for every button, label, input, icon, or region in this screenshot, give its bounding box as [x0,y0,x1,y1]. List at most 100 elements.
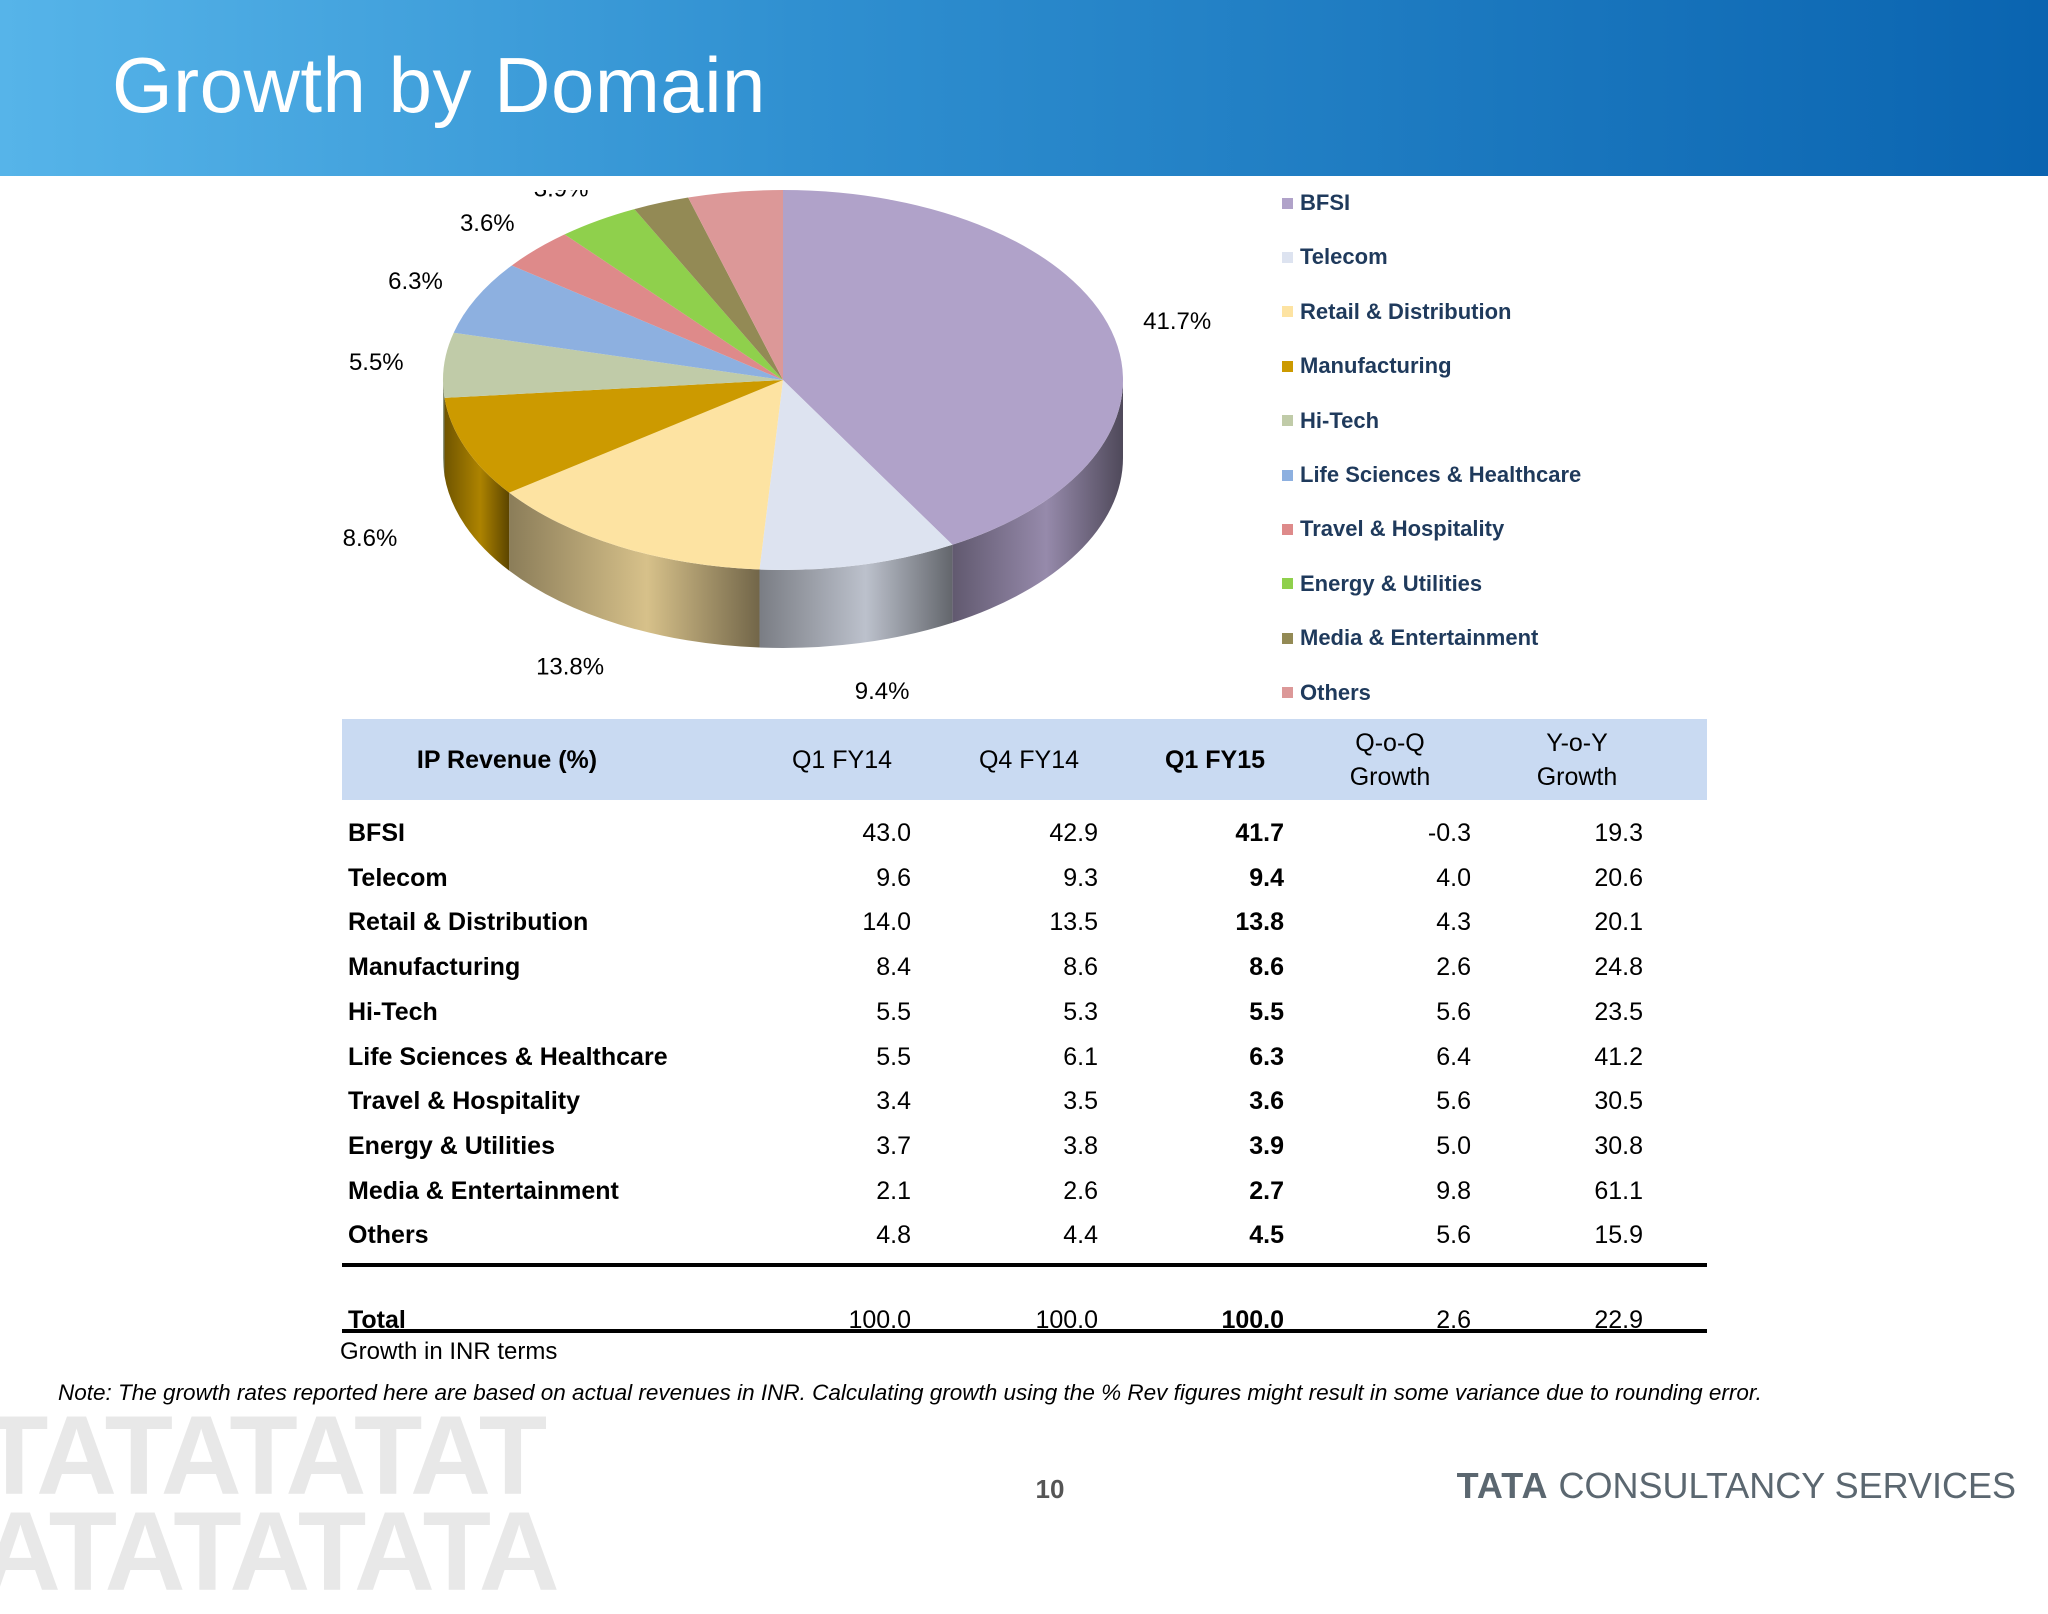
legend-swatch [1282,469,1293,481]
row-qoq: 2.6 [1436,953,1471,982]
legend-label: Manufacturing [1300,353,1452,379]
brand-name: CONSULTANCY SERVICES [1558,1465,2016,1506]
pie-slice-side [759,544,953,648]
growth-note: Growth in INR terms [340,1338,558,1365]
row-name: Manufacturing [348,953,521,982]
col-header-q1fy14: Q1 FY14 [791,745,893,774]
row-q1fy14: 4.8 [876,1221,911,1250]
legend-swatch [1282,306,1293,318]
pie-slice-side [952,380,1123,623]
legend-item: Manufacturing [1282,351,1452,381]
legend-label: Media & Entertainment [1300,625,1539,651]
col-header-q4fy14: Q4 FY14 [978,745,1080,774]
pie-data-label: 8.6% [343,525,398,552]
total-rule-top [342,1263,1707,1267]
legend-label: Others [1300,679,1371,705]
legend-item: Hi-Tech [1282,406,1379,436]
pie-chart: 41.7%9.4%13.8%8.6%5.5%6.3%3.6%3.9%2.7%4.… [340,190,1240,710]
table-row: Media & Entertainment 2.1 2.6 2.7 9.8 61.1 [342,1169,1707,1213]
row-qoq: 5.6 [1436,997,1471,1026]
row-q1fy14: 9.6 [876,863,911,892]
pie-data-label: 13.8% [536,654,604,681]
tata-watermark: TATATATAT ATATATATA [0,1400,560,1614]
row-q1fy15: 6.3 [1249,1042,1284,1071]
pie-slice [509,380,783,570]
row-name: Others [348,1221,429,1250]
brand-tata: TATA [1456,1465,1549,1506]
table-row: Hi-Tech 5.5 5.3 5.5 5.6 23.5 [342,990,1707,1034]
row-yoy: 20.6 [1594,863,1643,892]
table-row-total: Total 100.0 100.0 100.0 2.6 22.9 [342,1298,1707,1342]
col-header-yoy-line2: Growth [1536,762,1618,791]
row-name: Travel & Hospitality [348,1087,581,1116]
pie-data-label: 9.4% [855,678,910,705]
row-name: Retail & Distribution [348,908,589,937]
col-header-qoq-line2: Growth [1349,762,1431,791]
row-qoq: 5.0 [1436,1131,1471,1160]
pie-slice [634,197,783,380]
pie-slice [688,190,783,380]
row-q1fy14: 8.4 [876,953,911,982]
row-name: Energy & Utilities [348,1131,555,1160]
slide-title: Growth by Domain [112,41,766,129]
slide-header: Growth by Domain [0,0,2048,176]
table-header: IP Revenue (%) Q1 FY14 Q4 FY14 Q1 FY15 Q… [342,719,1707,800]
table-row: BFSI 43.0 42.9 41.7 -0.3 19.3 [342,811,1707,855]
legend-item: Energy & Utilities [1282,569,1482,599]
row-yoy: 30.8 [1594,1131,1643,1160]
row-q4fy14: 5.3 [1063,997,1098,1026]
row-q4fy14: 3.8 [1063,1131,1098,1160]
legend-label: BFSI [1300,190,1351,215]
legend-item: Retail & Distribution [1282,297,1511,327]
table-row: Retail & Distribution 14.0 13.5 13.8 4.3 20.1 [342,900,1707,944]
legend-label: Energy & Utilities [1300,570,1483,596]
pie-slice [564,209,783,380]
col-header-q1fy15: Q1 FY15 [1164,745,1266,774]
page-number: 10 [1035,1474,1065,1504]
table-row: Telecom 9.6 9.3 9.4 4.0 20.6 [342,856,1707,900]
table-row: Energy & Utilities 3.7 3.8 3.9 5.0 30.8 [342,1124,1707,1168]
row-q1fy15: 2.7 [1249,1176,1284,1205]
total-q1fy15: 100.0 [1221,1306,1284,1334]
legend-item: Others [1282,678,1371,708]
row-yoy: 23.5 [1594,997,1643,1026]
row-q1fy15: 4.5 [1249,1221,1284,1250]
row-q4fy14: 6.1 [1063,1042,1098,1071]
legend-label: Telecom [1300,244,1388,270]
row-name: Media & Entertainment [348,1176,619,1205]
col-header-yoy-line1: Y-o-Y [1546,728,1608,757]
row-name: BFSI [348,819,405,847]
row-q1fy15: 13.8 [1235,908,1284,937]
row-q1fy15: 41.7 [1235,819,1284,847]
row-yoy: 24.8 [1594,953,1643,982]
row-qoq: 5.6 [1436,1221,1471,1250]
row-name: Life Sciences & Healthcare [348,1042,668,1071]
row-q1fy14: 2.1 [876,1176,911,1205]
pie-slice-side [443,380,445,476]
row-q1fy15: 8.6 [1249,953,1284,982]
total-q1fy14: 100.0 [848,1306,911,1334]
col-header-yoy: Y-o-Y Growth [1512,719,1642,800]
row-qoq: 4.3 [1436,908,1471,937]
watermark-line-2: ATATATATA [0,1489,560,1614]
row-q1fy14: 14.0 [862,908,911,937]
table-row: Others 4.8 4.4 4.5 5.6 15.9 [342,1213,1707,1257]
pie-slice-side [509,492,760,648]
row-yoy: 15.9 [1594,1221,1643,1250]
total-name: Total [348,1306,406,1334]
legend-label: Hi-Tech [1300,407,1380,433]
pie-slice [443,332,783,398]
row-q1fy14: 5.5 [876,1042,911,1071]
legend-swatch [1282,415,1293,427]
pie-slice [444,380,783,493]
row-q1fy15: 9.4 [1249,863,1284,892]
legend-item: Life Sciences & Healthcare [1282,460,1581,490]
row-qoq: 9.8 [1436,1176,1471,1205]
row-yoy: 19.3 [1594,819,1643,847]
pie-slice [511,234,783,380]
row-q4fy14: 3.5 [1063,1087,1098,1116]
row-yoy: 41.2 [1594,1042,1643,1071]
pie-data-label: 3.9% [534,190,589,203]
row-name: Telecom [348,863,448,892]
legend-item: Telecom [1282,242,1388,272]
